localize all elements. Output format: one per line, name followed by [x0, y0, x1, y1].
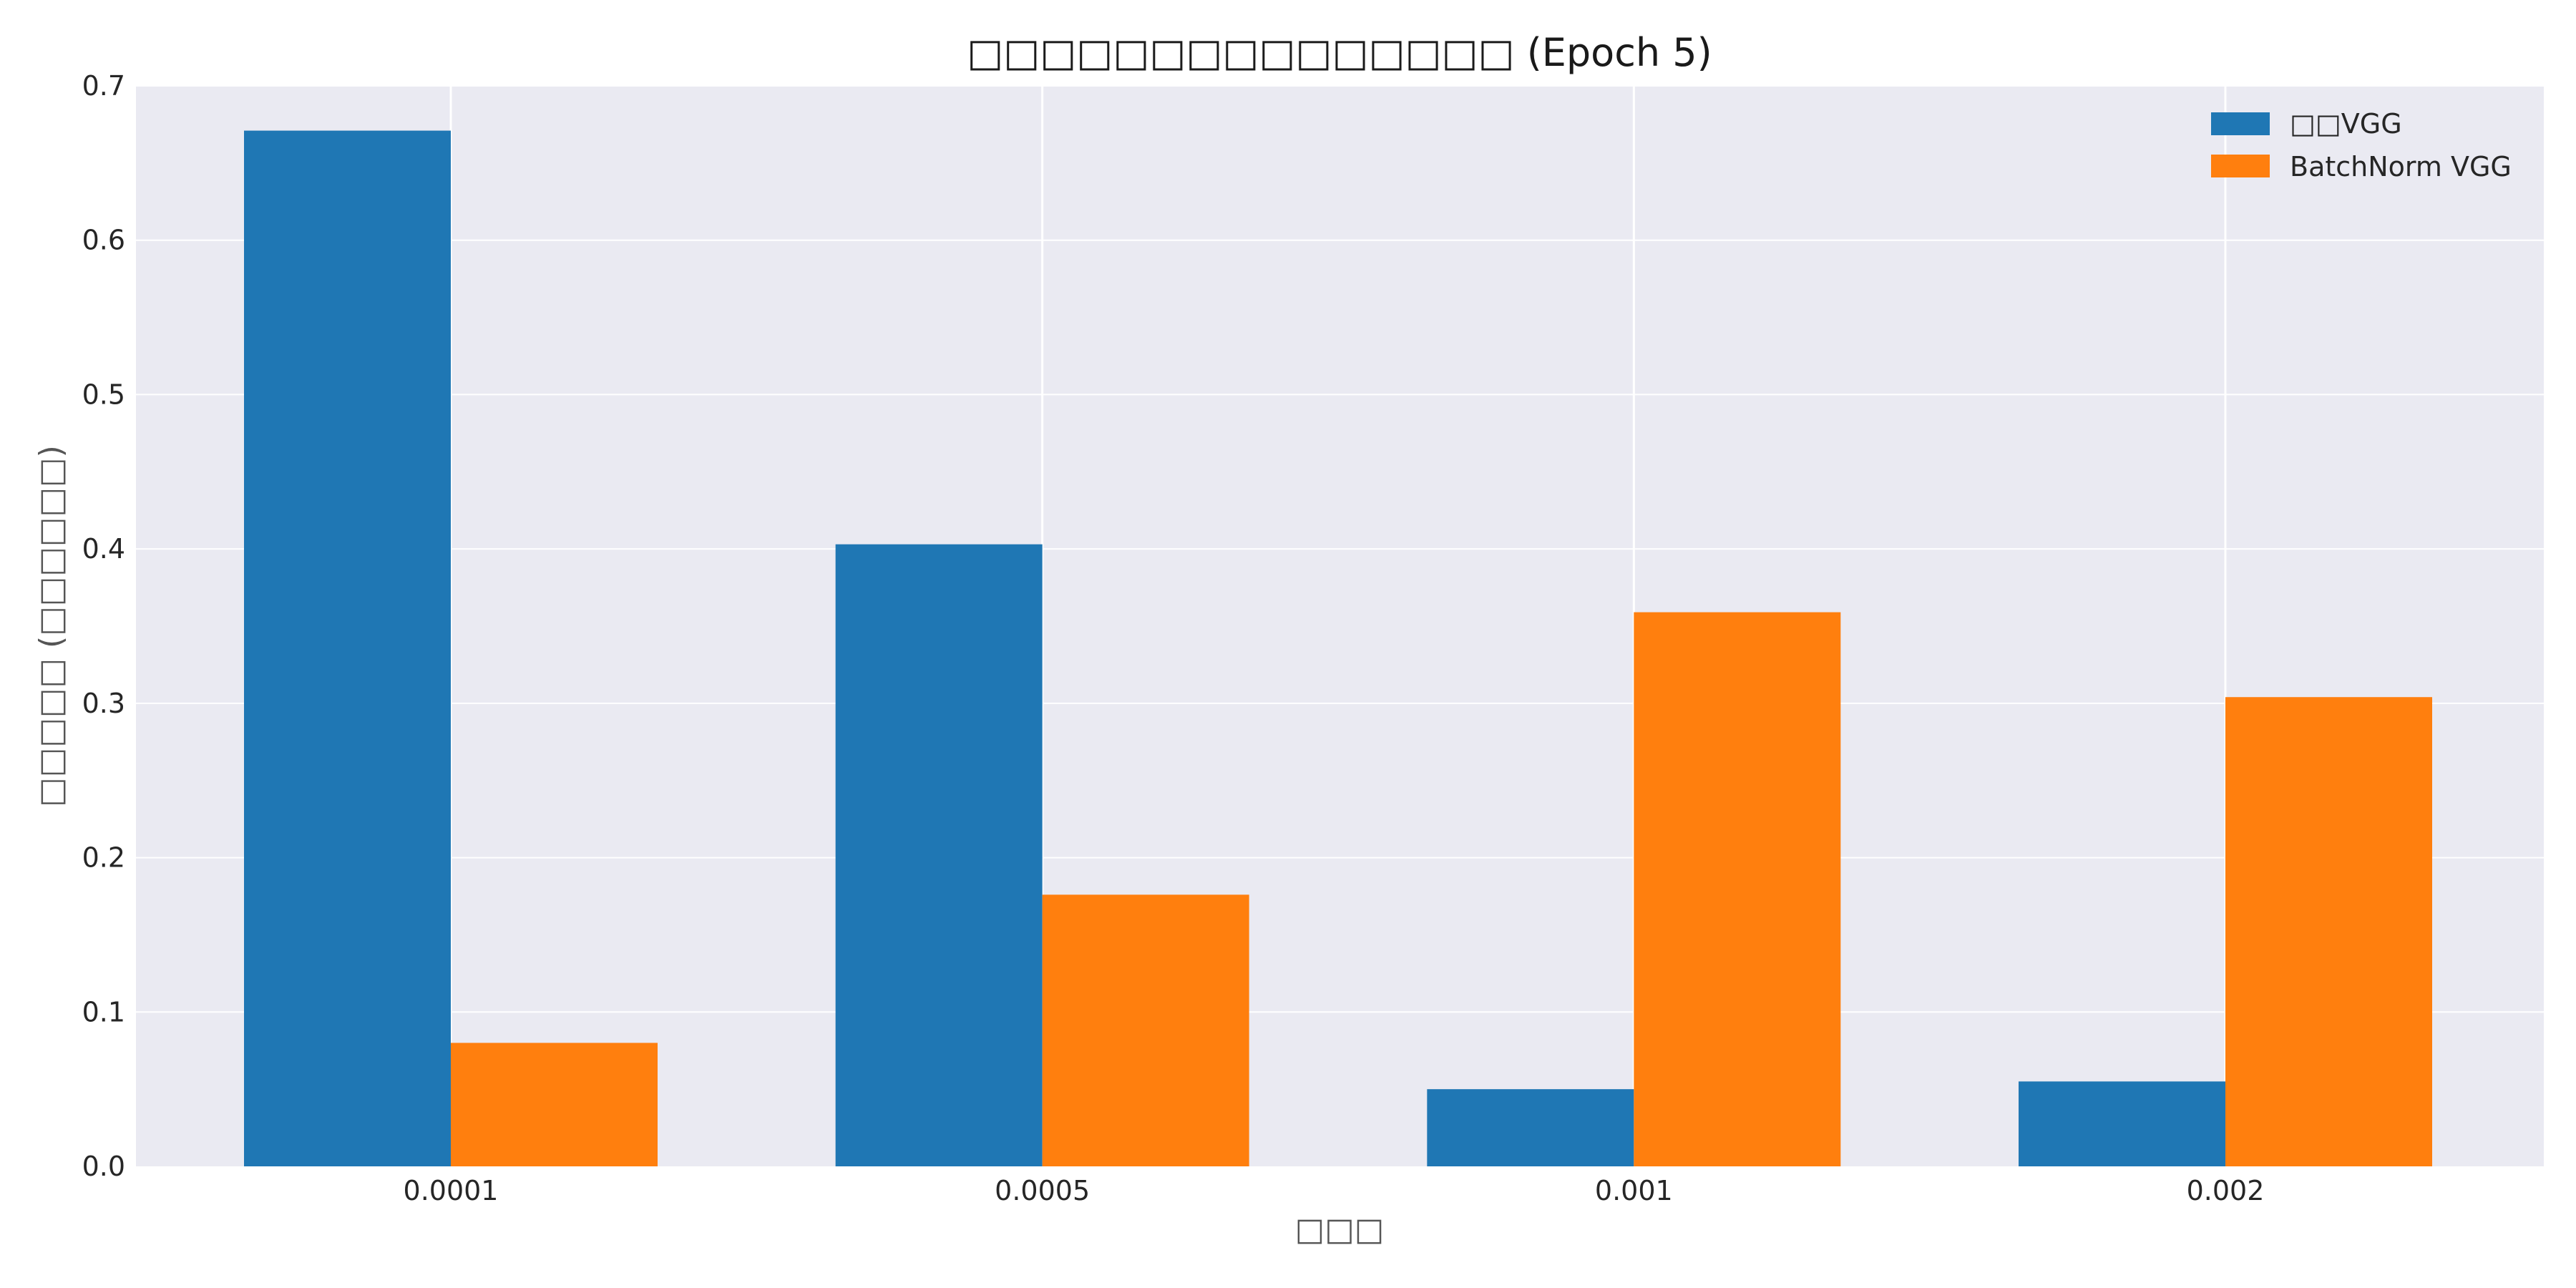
y-tick-label: 0.3 [82, 688, 125, 719]
plot-background [136, 86, 2544, 1166]
y-axis-label: □□□□□ (□□□□□□) [33, 445, 69, 807]
x-tick-label: 0.002 [2187, 1175, 2265, 1206]
x-tick-label: 0.0005 [995, 1175, 1090, 1206]
bar-series-1-0.0005 [835, 544, 1043, 1166]
x-axis-ticks: 0.0001 0.0005 0.001 0.002 [404, 1175, 2265, 1206]
y-tick-label: 0.7 [82, 70, 125, 102]
legend: □□VGG BatchNorm VGG [2211, 108, 2512, 182]
y-tick-label: 0.0 [82, 1151, 125, 1182]
bar-series-1-0.0001 [244, 130, 451, 1167]
legend-label-series-2: BatchNorm VGG [2290, 151, 2512, 182]
bar-series-2-0.001 [1634, 612, 1841, 1166]
x-tick-label: 0.001 [1595, 1175, 1673, 1206]
bar-series-2-0.0001 [451, 1043, 658, 1166]
y-tick-label: 0.2 [82, 842, 125, 874]
bar-series-1-0.002 [2019, 1081, 2225, 1166]
y-tick-label: 0.6 [82, 225, 125, 256]
bar-series-2-0.0005 [1042, 894, 1249, 1166]
y-axis-ticks: 0.0 0.1 0.2 0.3 0.4 0.5 0.6 0.7 [82, 70, 125, 1182]
x-axis-label: □□□ [1295, 1211, 1385, 1248]
y-tick-label: 0.4 [82, 533, 125, 565]
bars [244, 130, 2432, 1167]
x-tick-label: 0.0001 [404, 1175, 499, 1206]
bar-series-2-0.002 [2225, 697, 2432, 1166]
legend-swatch-series-2 [2211, 155, 2270, 177]
legend-label-series-1: □□VGG [2290, 108, 2402, 140]
y-tick-label: 0.5 [82, 379, 125, 410]
legend-swatch-series-1 [2211, 112, 2270, 135]
y-tick-label: 0.1 [82, 996, 125, 1028]
bar-series-1-0.001 [1427, 1089, 1634, 1166]
chart-title: □□□□□□□□□□□□□□□ (Epoch 5) [967, 30, 1712, 75]
